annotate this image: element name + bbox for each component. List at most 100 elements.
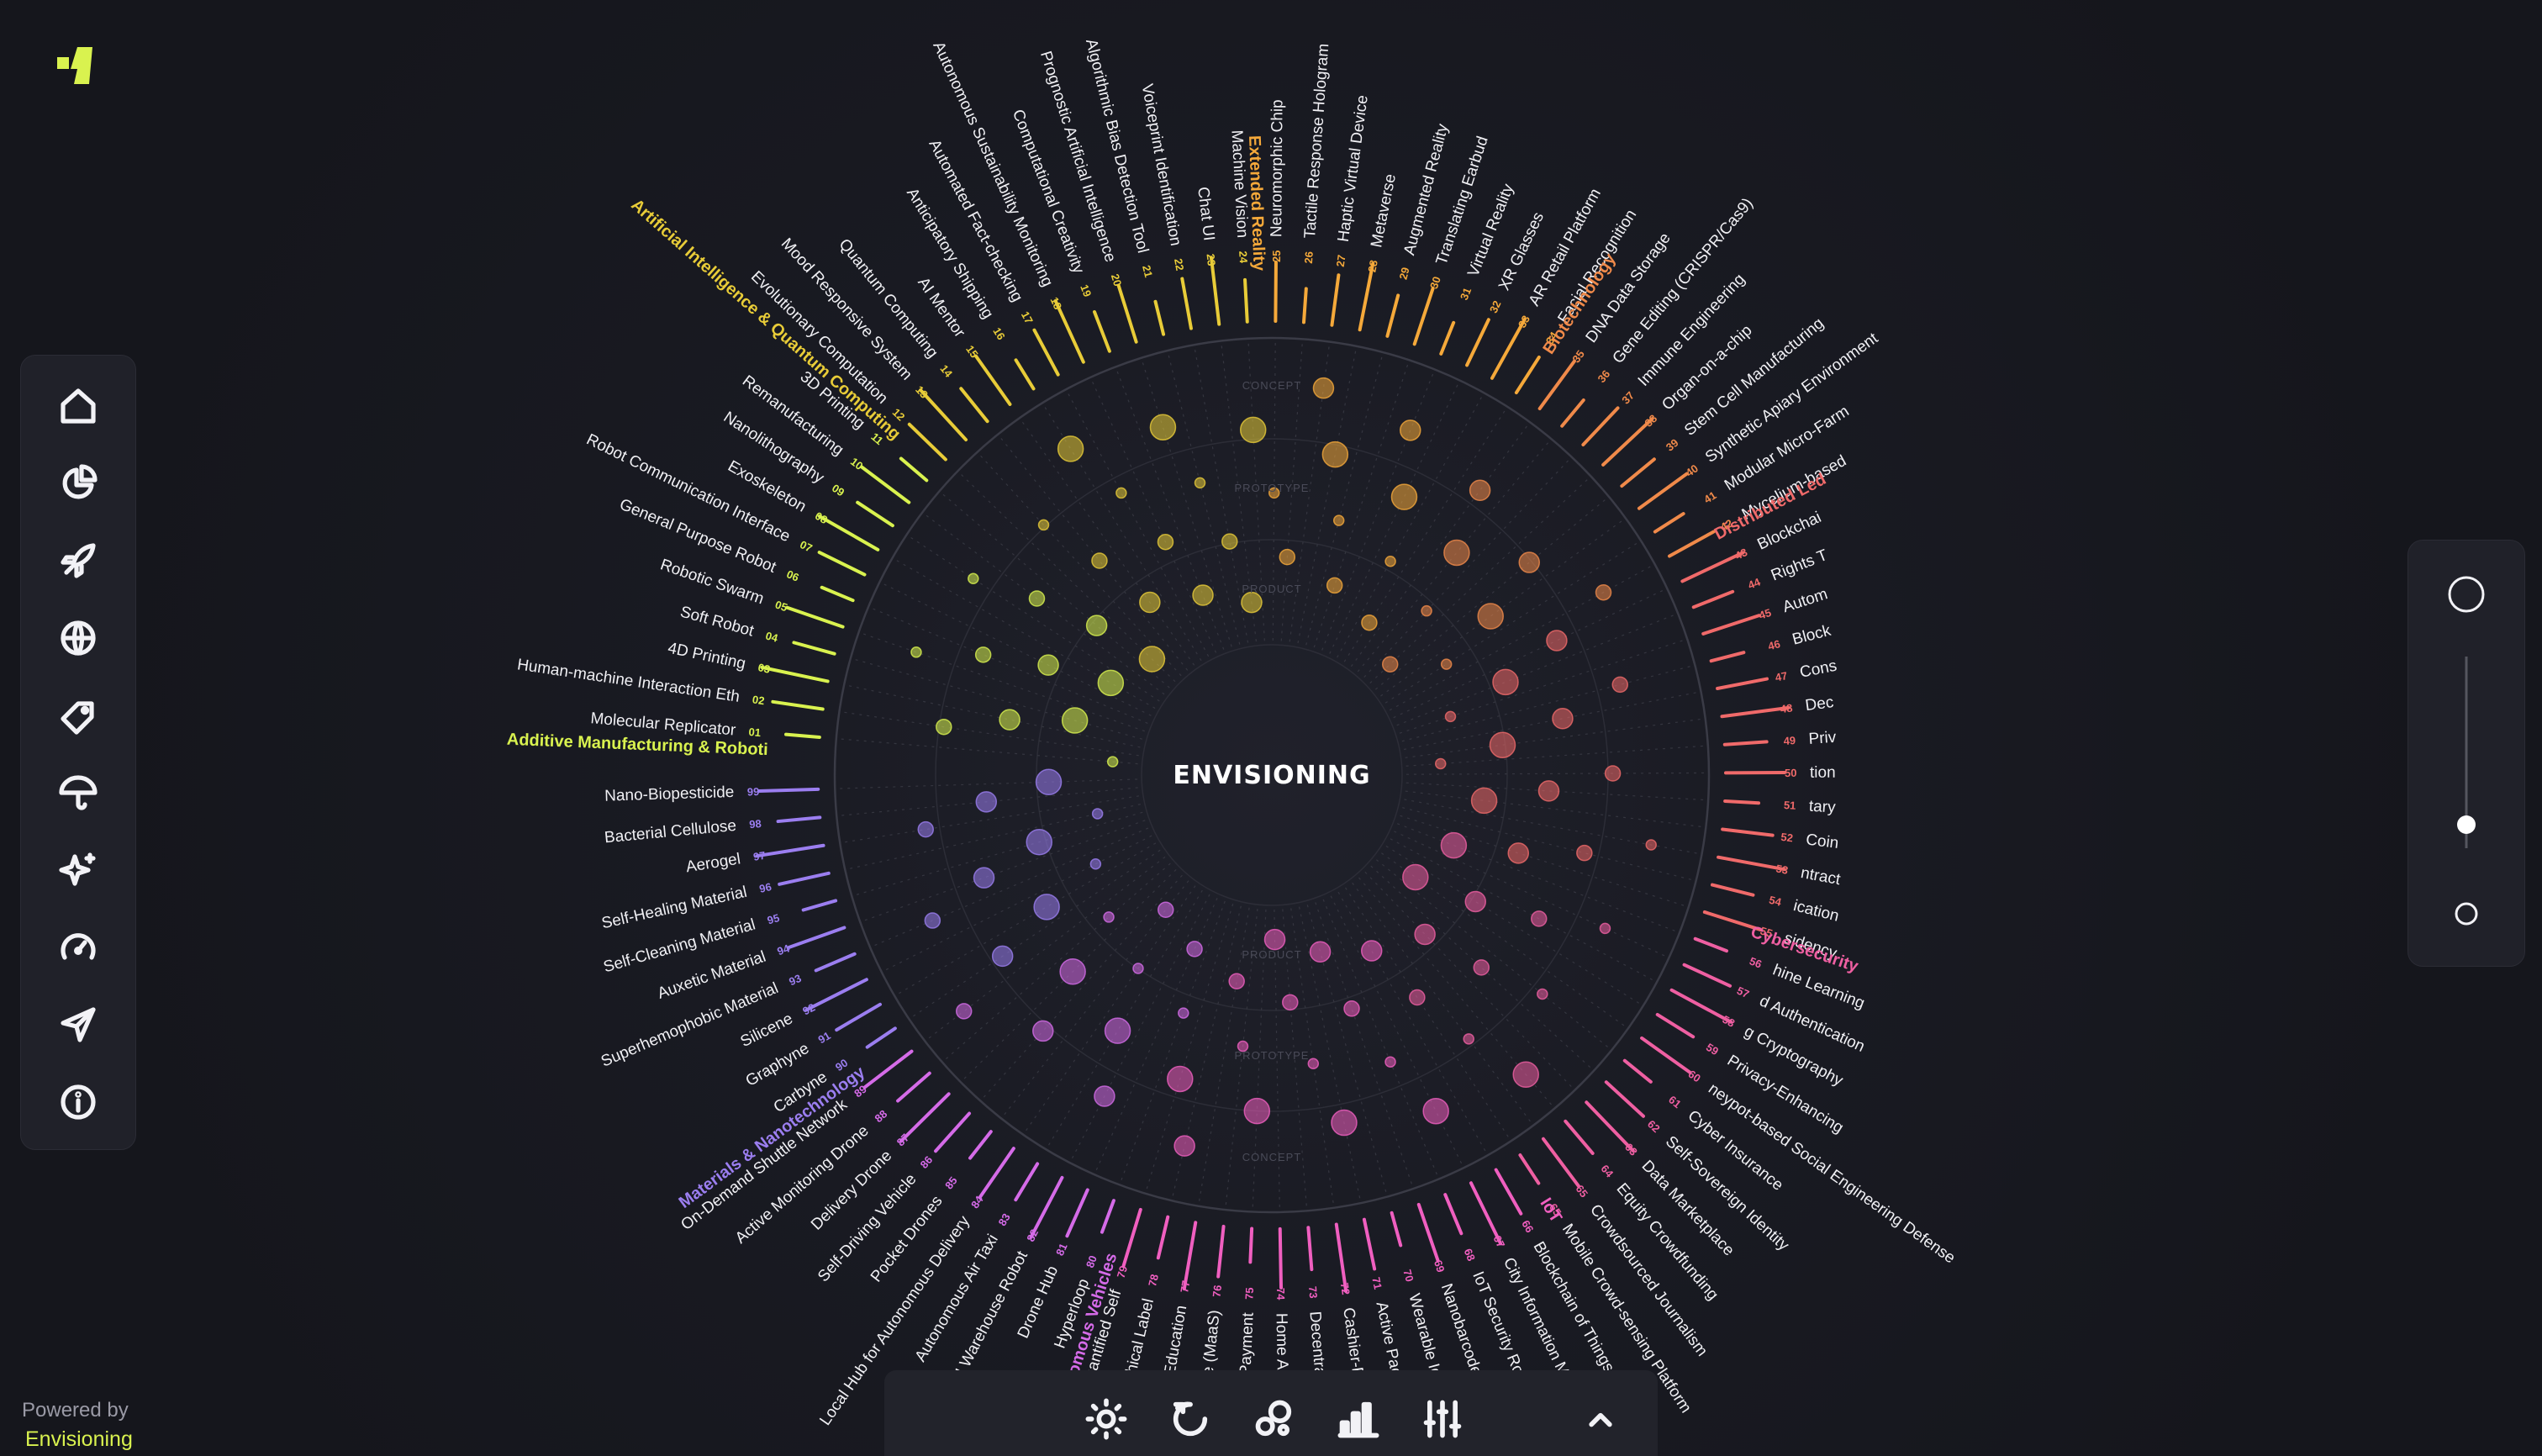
tech-tick[interactable] <box>968 1130 993 1160</box>
tech-tick[interactable] <box>1274 261 1278 324</box>
tech-tick[interactable] <box>862 1049 914 1089</box>
tech-tick[interactable] <box>899 456 929 483</box>
tech-tick[interactable] <box>907 422 947 462</box>
tech-tick[interactable] <box>1469 1181 1503 1246</box>
tech-tick[interactable] <box>814 952 857 973</box>
tech-label[interactable]: 99 Nano-Biopesticide <box>604 783 760 805</box>
tech-bubble[interactable] <box>1157 533 1174 551</box>
tech-tick[interactable] <box>1710 883 1755 897</box>
tech-bubble[interactable] <box>1489 731 1516 758</box>
tech-bubble[interactable] <box>1422 1097 1449 1125</box>
tech-label[interactable]: 54 ication <box>1767 891 1841 926</box>
tech-tick[interactable] <box>1680 551 1745 583</box>
tech-bubble[interactable] <box>1243 1097 1271 1125</box>
zoom-out-large-icon[interactable] <box>2448 576 2485 613</box>
zoom-small-icon[interactable] <box>2455 902 2478 926</box>
nav-rocket[interactable] <box>53 535 103 586</box>
tech-tick[interactable] <box>1334 1222 1348 1293</box>
bar-chart-view-button[interactable] <box>1333 1394 1384 1444</box>
nav-sparkles[interactable] <box>53 845 103 895</box>
tech-tick[interactable] <box>974 354 1012 406</box>
bubbles-view-button[interactable] <box>1249 1394 1300 1444</box>
tech-tick[interactable] <box>1604 1080 1645 1118</box>
tech-bubble[interactable] <box>1033 894 1060 921</box>
tech-tick[interactable] <box>959 387 989 424</box>
tech-bubble[interactable] <box>1106 756 1119 768</box>
tech-tick[interactable] <box>820 585 855 603</box>
tech-tick[interactable] <box>1682 963 1732 988</box>
tech-tick[interactable] <box>1637 472 1689 510</box>
filters-button[interactable] <box>1417 1394 1468 1444</box>
tech-bubble[interactable] <box>974 646 992 663</box>
tech-tick[interactable] <box>1153 299 1166 336</box>
tech-tick[interactable] <box>1518 1153 1541 1185</box>
tech-bubble[interactable] <box>1279 548 1296 566</box>
tech-bubble[interactable] <box>1115 487 1127 499</box>
tech-bubble[interactable] <box>1149 414 1177 440</box>
tech-bubble[interactable] <box>1321 440 1349 468</box>
tech-tick[interactable] <box>899 1092 951 1143</box>
tech-bubble[interactable] <box>1414 923 1436 946</box>
tech-bubble[interactable] <box>1599 922 1611 935</box>
tech-label[interactable]: 26 Tactile Response Hologram <box>1300 43 1332 264</box>
tech-tick[interactable] <box>1465 318 1490 367</box>
tech-tick[interactable] <box>1121 1207 1142 1268</box>
tech-bubble[interactable] <box>1237 1040 1249 1052</box>
tech-bubble[interactable] <box>1518 551 1540 573</box>
tech-tick[interactable] <box>1182 1221 1198 1291</box>
tech-bubble[interactable] <box>955 1003 973 1020</box>
tech-bubble[interactable] <box>1326 577 1343 594</box>
tech-bubble[interactable] <box>1409 989 1426 1006</box>
tech-tick[interactable] <box>801 899 838 912</box>
tech-bubble[interactable] <box>1546 630 1568 652</box>
tech-tick[interactable] <box>896 1071 931 1103</box>
tech-bubble[interactable] <box>1085 615 1108 636</box>
tech-bubble[interactable] <box>1400 419 1421 441</box>
tech-tick[interactable] <box>792 641 836 656</box>
tech-label[interactable]: 25 Neuromorphic Chip <box>1268 99 1287 262</box>
tech-tick[interactable] <box>1723 799 1761 805</box>
tech-tick[interactable] <box>1653 512 1685 534</box>
tech-label[interactable]: 51 tary <box>1783 796 1837 817</box>
nav-globe[interactable] <box>53 613 103 663</box>
tech-tick[interactable] <box>817 551 867 577</box>
tech-tick[interactable] <box>1668 530 1716 558</box>
tech-bubble[interactable] <box>1094 1085 1115 1107</box>
tech-bubble[interactable] <box>1332 514 1345 526</box>
tech-tick[interactable] <box>1560 398 1585 428</box>
tech-tick[interactable] <box>1330 273 1341 327</box>
tech-bubble[interactable] <box>1241 591 1263 614</box>
tech-bubble[interactable] <box>1282 994 1299 1011</box>
category-label[interactable]: IoT <box>1537 1195 1566 1226</box>
tech-bubble[interactable] <box>1473 959 1490 976</box>
tech-bubble[interactable] <box>1221 533 1238 550</box>
tech-bubble[interactable] <box>1537 780 1560 802</box>
tech-bubble[interactable] <box>1037 519 1050 531</box>
tech-tick[interactable] <box>1564 1119 1595 1155</box>
tech-bubble[interactable] <box>1057 435 1084 462</box>
tech-tick[interactable] <box>785 605 845 629</box>
nav-home[interactable] <box>53 381 103 431</box>
tech-tick[interactable] <box>778 871 831 886</box>
tech-label[interactable]: 53 ntract <box>1775 860 1843 889</box>
tech-bubble[interactable] <box>1228 973 1245 990</box>
tech-tick[interactable] <box>1412 286 1435 346</box>
tech-tick[interactable] <box>1439 320 1456 356</box>
tech-bubble[interactable] <box>1343 1000 1360 1017</box>
tech-bubble[interactable] <box>917 820 934 838</box>
tech-bubble[interactable] <box>1440 658 1453 670</box>
refresh-button[interactable] <box>1165 1394 1216 1444</box>
tech-bubble[interactable] <box>1645 839 1657 851</box>
tech-tick[interactable] <box>787 926 846 949</box>
tech-tick[interactable] <box>1669 988 1733 1024</box>
tech-tick[interactable] <box>1209 256 1221 326</box>
tech-bubble[interactable] <box>1331 1109 1358 1137</box>
tech-bubble[interactable] <box>910 646 922 658</box>
tech-tick[interactable] <box>1494 1168 1523 1216</box>
tech-tick[interactable] <box>978 1147 1015 1199</box>
tech-bubble[interactable] <box>1477 603 1504 630</box>
tech-bubble[interactable] <box>1035 768 1063 796</box>
tech-tick[interactable] <box>1702 910 1763 932</box>
tech-bubble[interactable] <box>1464 890 1487 913</box>
